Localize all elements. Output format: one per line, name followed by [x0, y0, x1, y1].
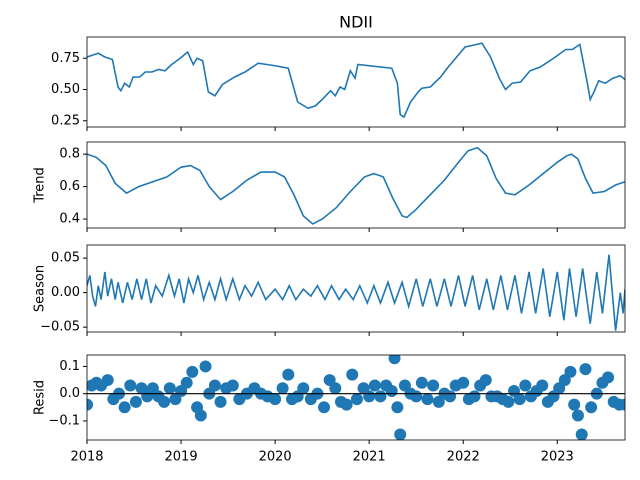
point: [118, 401, 131, 414]
point: [363, 390, 376, 403]
point: [479, 374, 492, 387]
y-tick-label: 0.25: [51, 113, 80, 128]
point: [129, 395, 142, 408]
point: [158, 395, 171, 408]
point: [427, 379, 440, 392]
point: [124, 379, 137, 392]
point: [350, 393, 363, 406]
point: [391, 401, 404, 414]
point: [318, 401, 331, 414]
point: [214, 395, 227, 408]
point: [340, 398, 353, 411]
series-line: [87, 146, 625, 225]
x-tick-label: 2023: [541, 450, 574, 465]
point: [297, 382, 310, 395]
point: [602, 371, 615, 384]
point: [276, 382, 289, 395]
point: [269, 393, 282, 406]
y-tick-label: −0.05: [40, 320, 80, 335]
point: [346, 368, 359, 381]
point: [585, 401, 598, 414]
y-axis-label: Season: [33, 265, 48, 312]
y-tick-label: 0.05: [51, 251, 80, 266]
point: [194, 409, 207, 422]
point: [568, 398, 581, 411]
point: [368, 379, 381, 392]
y-tick-label: 0.6: [59, 179, 80, 194]
series-line: [87, 42, 625, 119]
point: [564, 365, 577, 378]
point: [385, 384, 398, 397]
point: [502, 395, 515, 408]
axes-frame: [86, 354, 626, 441]
point: [571, 409, 584, 422]
y-tick-label: 0.1: [59, 359, 80, 374]
point: [388, 355, 401, 365]
point: [394, 428, 407, 440]
point: [513, 393, 526, 406]
y-tick-label: 0.75: [51, 51, 80, 66]
point: [579, 363, 592, 376]
point: [282, 368, 295, 381]
point: [101, 374, 114, 387]
point: [226, 379, 239, 392]
y-tick-label: 0.00: [51, 285, 80, 300]
y-tick-label: 0.0: [59, 386, 80, 401]
point: [374, 390, 387, 403]
point: [519, 379, 532, 392]
y-tick-label: 0.8: [59, 147, 80, 162]
point: [415, 376, 428, 389]
point: [199, 360, 212, 373]
point: [619, 398, 625, 411]
point: [410, 390, 423, 403]
point: [468, 390, 481, 403]
axes-frame: [86, 244, 626, 333]
chart-title: NDII: [339, 13, 373, 32]
point: [329, 382, 342, 395]
point: [444, 390, 457, 403]
point: [575, 428, 588, 440]
axes-frame: [86, 36, 626, 128]
y-tick-label: 0.50: [51, 82, 80, 97]
point: [457, 376, 470, 389]
y-axis-label: Resid: [33, 380, 48, 415]
x-tick-label: 2020: [259, 450, 292, 465]
y-axis-label: Trend: [33, 167, 48, 204]
x-tick-label: 2021: [353, 450, 386, 465]
y-tick-label: 0.4: [59, 212, 80, 227]
point: [180, 376, 193, 389]
point: [186, 365, 199, 378]
point: [536, 379, 549, 392]
point: [208, 379, 221, 392]
x-tick-label: 2018: [70, 450, 103, 465]
y-tick-label: −0.1: [48, 413, 80, 428]
x-tick-label: 2019: [165, 450, 198, 465]
series-line: [87, 254, 625, 331]
point: [421, 393, 434, 406]
point: [87, 398, 93, 411]
point: [163, 382, 176, 395]
axes-frame: [86, 141, 626, 229]
x-tick-label: 2022: [447, 450, 480, 465]
